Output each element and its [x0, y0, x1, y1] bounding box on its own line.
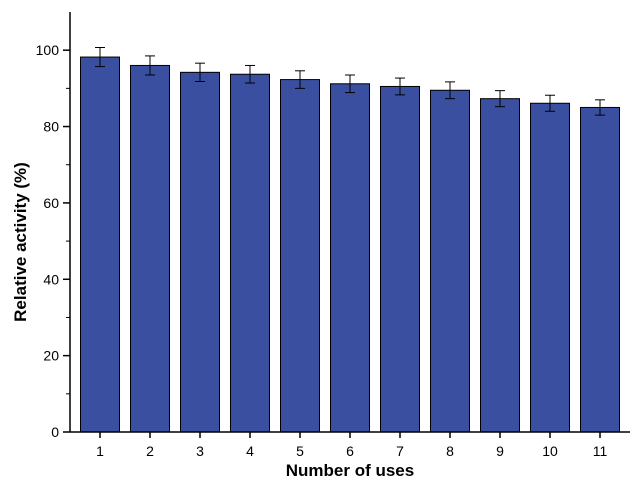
- error-bar-2: [145, 55, 155, 76]
- error-bar-7: [395, 77, 405, 96]
- x-tick-label-4: 4: [246, 443, 254, 459]
- y-tick-label-100: 100: [36, 42, 60, 58]
- bar-6: [330, 83, 370, 433]
- x-tick-label-8: 8: [446, 443, 454, 459]
- y-ticks-group: 0 20 40 60 80 100: [36, 42, 70, 440]
- error-bar-4: [245, 64, 255, 84]
- bar-2: [130, 64, 170, 433]
- error-bar-1: [95, 47, 105, 68]
- error-bar-10: [545, 94, 555, 112]
- x-tick-label-5: 5: [296, 443, 304, 459]
- x-tick-label-1: 1: [96, 443, 104, 459]
- x-axis-title: Number of uses: [286, 461, 414, 480]
- bar-4: [230, 73, 270, 433]
- bars-group: [80, 56, 620, 433]
- bar-10: [530, 102, 570, 433]
- bar-5: [280, 79, 320, 433]
- error-bar-8: [445, 81, 455, 100]
- y-tick-label-60: 60: [43, 195, 59, 211]
- bar-1: [80, 56, 120, 433]
- error-bar-9: [495, 90, 505, 108]
- x-tick-label-9: 9: [496, 443, 504, 459]
- x-ticks-group: 1 2 3 4 5 6 7 8 9 10 11: [96, 432, 607, 459]
- x-tick-label-7: 7: [396, 443, 404, 459]
- y-tick-label-40: 40: [43, 271, 59, 287]
- error-bar-3: [195, 62, 205, 82]
- bar-8: [430, 89, 470, 433]
- x-tick-label-11: 11: [593, 443, 608, 459]
- x-tick-label-3: 3: [196, 443, 204, 459]
- bar-11: [580, 106, 620, 433]
- error-bars-group: [95, 47, 605, 116]
- y-tick-label-20: 20: [43, 348, 59, 364]
- error-bar-5: [295, 70, 305, 89]
- error-bar-11: [595, 99, 605, 116]
- y-axis-title: Relative activity (%): [11, 162, 30, 322]
- x-tick-label-10: 10: [542, 443, 558, 459]
- y-tick-label-0: 0: [51, 424, 59, 440]
- bar-3: [180, 71, 220, 433]
- y-tick-label-80: 80: [43, 119, 59, 135]
- bar-9: [480, 98, 520, 433]
- x-tick-label-2: 2: [146, 443, 154, 459]
- error-bar-6: [345, 74, 355, 94]
- x-tick-label-6: 6: [346, 443, 354, 459]
- bar-7: [380, 85, 420, 433]
